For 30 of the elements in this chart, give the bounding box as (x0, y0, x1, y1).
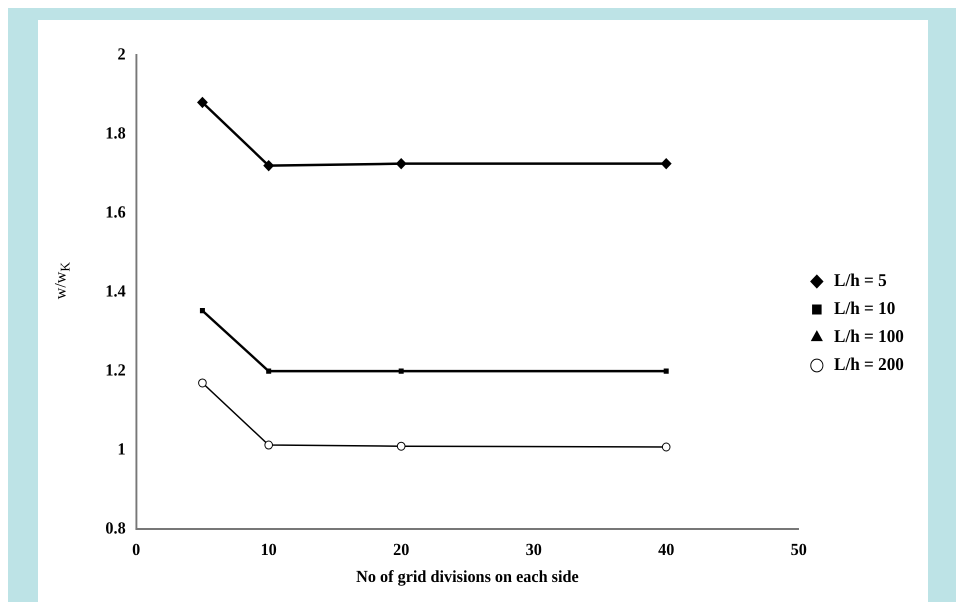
x-tick-label: 40 (658, 539, 674, 559)
point (263, 160, 274, 172)
x-tick-label: 50 (790, 539, 807, 559)
y-tick-label: 1.8 (105, 123, 126, 143)
legend-label: L/h = 5 (834, 270, 887, 290)
x-axis-title: No of grid divisions on each side (356, 566, 579, 586)
point (197, 96, 208, 108)
point (664, 368, 669, 374)
point (264, 440, 273, 450)
y-tick-label: 0.8 (105, 518, 126, 538)
point (200, 308, 205, 314)
point (396, 158, 406, 170)
point (396, 442, 406, 451)
point (266, 368, 272, 374)
y-tick-label: 2 (118, 44, 126, 64)
legend-label: L/h = 10 (834, 298, 896, 318)
point (660, 158, 672, 170)
x-tick-label: 20 (393, 539, 410, 559)
point (398, 368, 404, 374)
y-tick-label: 1.2 (105, 360, 126, 380)
legend-label: L/h = 200 (834, 354, 904, 374)
y-tick-label: 1 (118, 439, 126, 459)
x-tick-label: 0 (132, 539, 140, 559)
y-tick-label: 1.6 (105, 202, 126, 222)
y-tick-label: 1.4 (105, 281, 126, 301)
x-tick-label: 10 (260, 539, 277, 559)
legend-label: L/h = 100 (834, 326, 904, 346)
point (662, 442, 671, 452)
point (198, 378, 207, 388)
x-tick-label: 30 (526, 539, 542, 559)
